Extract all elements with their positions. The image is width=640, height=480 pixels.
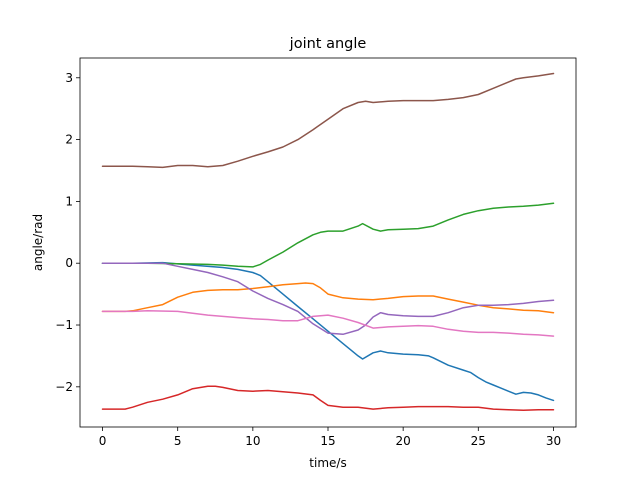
y-tick-label: 2 xyxy=(65,133,73,147)
series-line-4 xyxy=(101,385,555,412)
series-line-2 xyxy=(101,282,555,314)
y-tick-label: 3 xyxy=(65,71,73,85)
y-tick-label: −1 xyxy=(55,318,73,332)
x-tick-label: 30 xyxy=(546,434,561,448)
tick-group: 0 5 10 15 20 25 30 −2 −1 0 1 2 3 xyxy=(55,71,561,448)
chart-title: joint angle xyxy=(289,36,367,52)
plot-area xyxy=(101,72,555,412)
x-tick-label: 15 xyxy=(320,434,335,448)
series-line-5 xyxy=(101,262,555,336)
series-line-1 xyxy=(101,261,555,402)
x-tick-label: 5 xyxy=(174,434,182,448)
axes-frame xyxy=(79,57,577,428)
x-tick-label: 20 xyxy=(396,434,411,448)
x-tick-label: 25 xyxy=(471,434,486,448)
series-line-6 xyxy=(101,72,555,169)
x-tick-label: 10 xyxy=(245,434,260,448)
y-tick-label: −2 xyxy=(55,380,73,394)
y-tick-label: 0 xyxy=(65,256,73,270)
x-tick-label: 0 xyxy=(99,434,107,448)
y-axis-label: angle/rad xyxy=(31,214,45,271)
x-axis-label: time/s xyxy=(309,456,346,470)
y-tick-label: 1 xyxy=(65,194,73,208)
series-line-7 xyxy=(101,310,555,337)
series-line-3 xyxy=(101,202,555,268)
